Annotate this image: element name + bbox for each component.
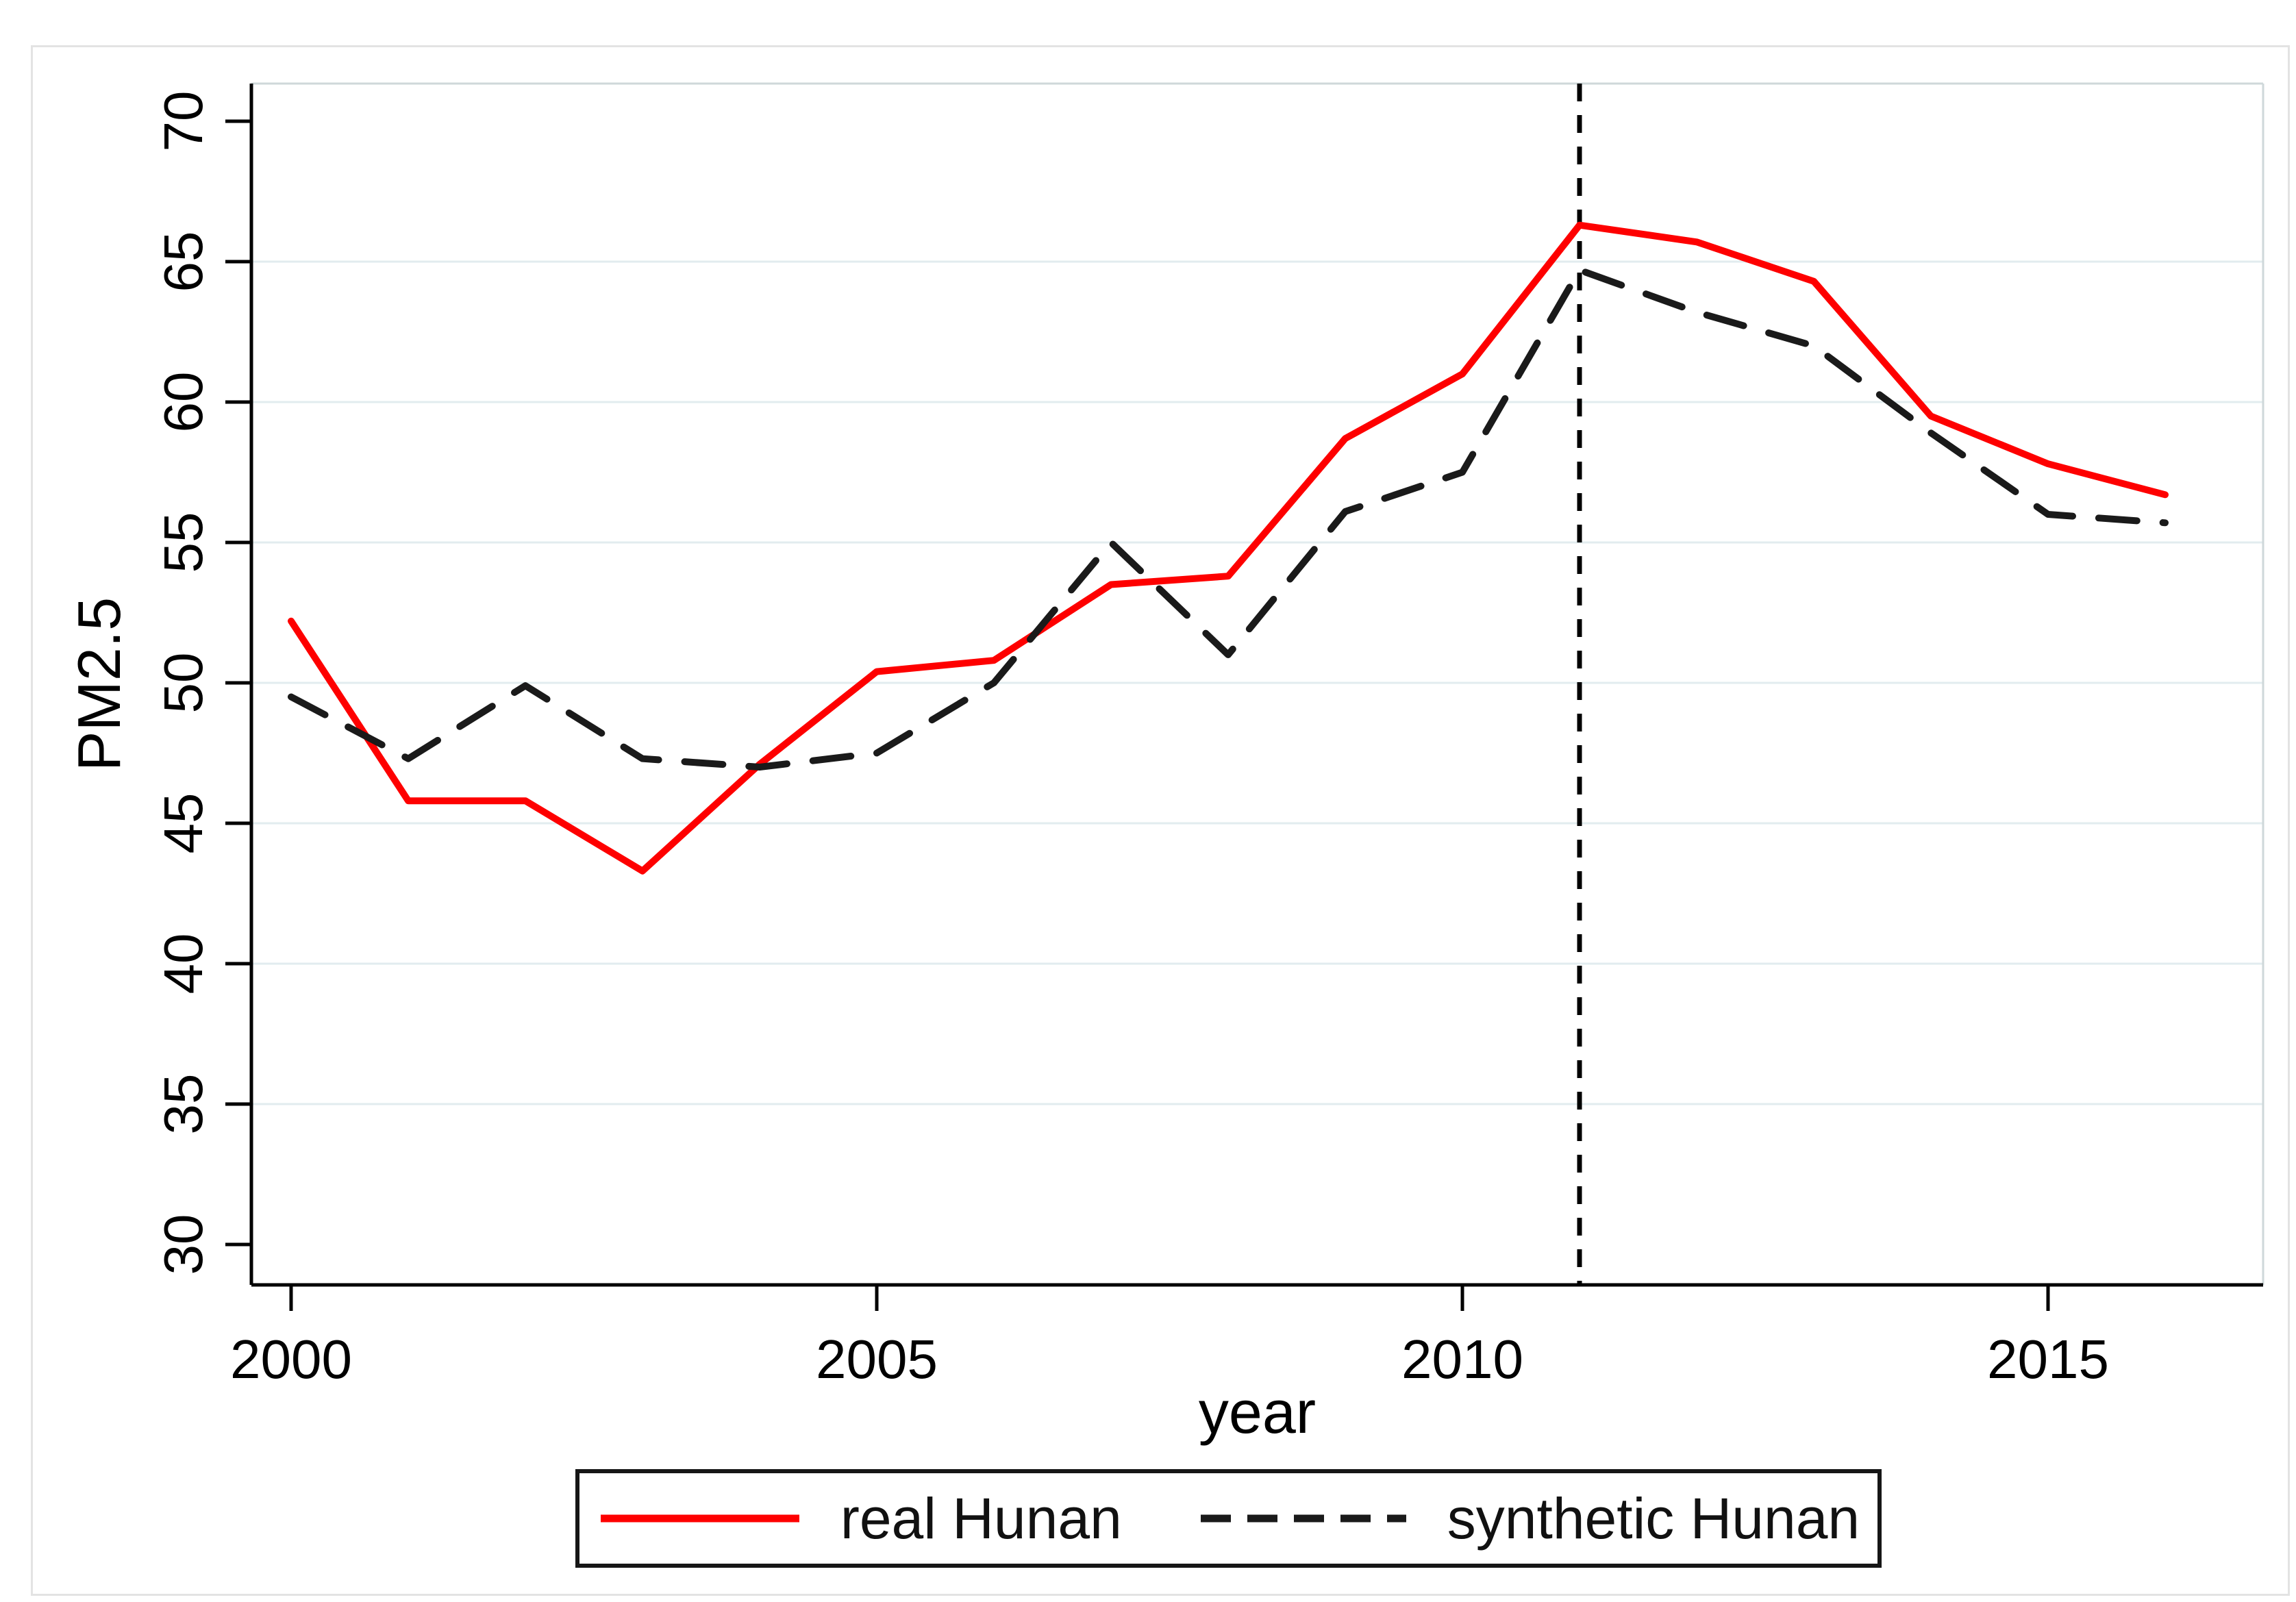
chart-legend: real Hunan synthetic Hunan <box>575 1469 1882 1568</box>
x-axis-title: year <box>1199 1378 1316 1446</box>
legend-item-real-hunan: real Hunan <box>597 1486 1122 1552</box>
legend-label-synthetic-hunan: synthetic Hunan <box>1447 1486 1860 1551</box>
legend-label-real-hunan: real Hunan <box>840 1486 1122 1551</box>
y-tick-label-65: 65 <box>153 231 214 292</box>
y-tick-label-55: 55 <box>153 512 214 573</box>
y-tick-label-40: 40 <box>153 934 214 994</box>
y-tick-label-70: 70 <box>153 91 214 152</box>
solid-red-line-sample-icon <box>600 1514 799 1523</box>
legend-item-synthetic-hunan: synthetic Hunan <box>1197 1486 1860 1552</box>
dashed-black-line-sample-icon <box>1200 1514 1406 1523</box>
x-tick-label-2000: 2000 <box>230 1329 352 1390</box>
y-tick-label-60: 60 <box>153 372 214 433</box>
x-tick-label-2015: 2015 <box>1987 1329 2109 1390</box>
synthetic-hunan-line <box>288 266 2169 771</box>
y-tick-label-50: 50 <box>153 653 214 714</box>
y-tick-label-30: 30 <box>153 1214 214 1275</box>
real-hunan-line <box>288 221 2169 875</box>
x-tick-label-2005: 2005 <box>816 1329 938 1390</box>
y-tick-label-35: 35 <box>153 1074 214 1135</box>
y-axis-title: PM2.5 <box>65 597 133 771</box>
y-tick-label-45: 45 <box>153 793 214 854</box>
x-tick-label-2010: 2010 <box>1401 1329 1523 1390</box>
